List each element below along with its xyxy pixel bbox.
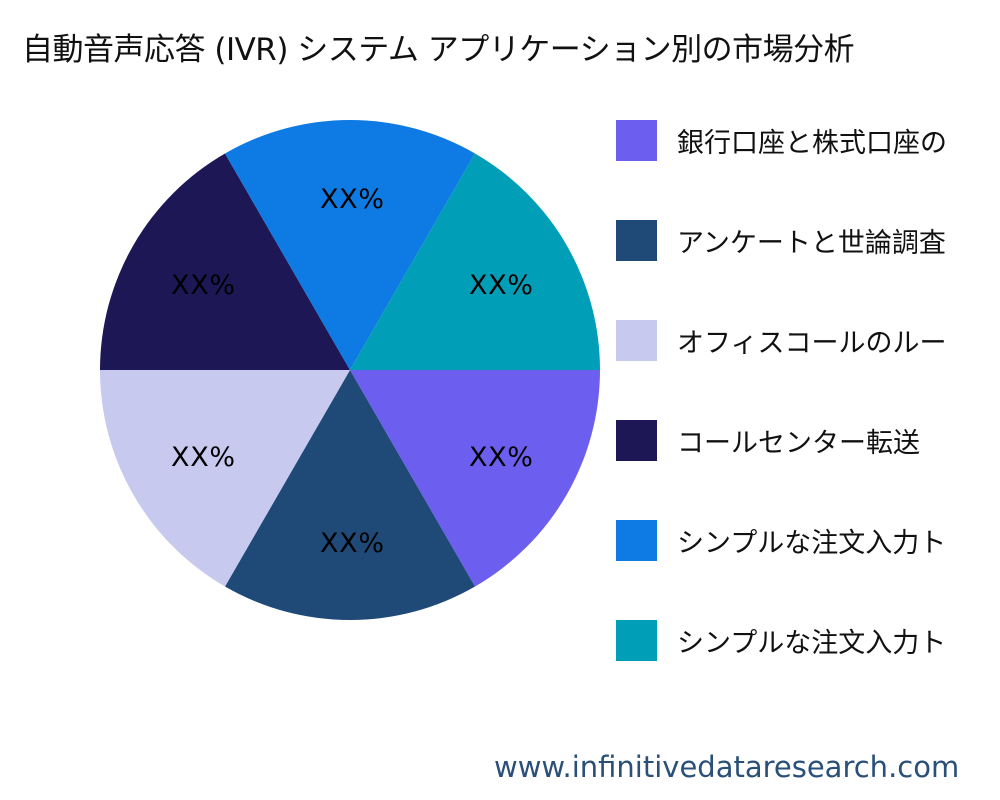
legend-item: オフィスコールのルー	[616, 319, 946, 361]
legend-label: シンプルな注文入力ト	[677, 627, 947, 659]
slice-label: XX%	[469, 442, 533, 473]
legend-label: アンケートと世論調査	[677, 227, 946, 259]
watermark: www.infinitivedataresearch.com	[494, 750, 960, 784]
legend-swatch	[616, 219, 657, 261]
slice-label: XX%	[171, 442, 235, 473]
slice-label: XX%	[320, 184, 384, 215]
legend-label: コールセンター転送	[677, 427, 920, 459]
pie-slice	[100, 370, 350, 587]
legend-swatch	[616, 419, 657, 461]
legend-swatch	[616, 619, 657, 661]
legend-item: シンプルな注文入力ト	[616, 519, 946, 561]
legend-swatch	[616, 519, 657, 561]
legend-item: コールセンター転送	[616, 419, 920, 461]
legend-label: オフィスコールのルー	[677, 327, 947, 359]
pie-slice	[350, 370, 600, 587]
pie-slice	[350, 153, 600, 370]
legend-item: 銀行口座と株式口座の	[616, 119, 947, 161]
legend-label: シンプルな注文入力ト	[677, 527, 947, 559]
legend-swatch	[616, 119, 657, 161]
legend-swatch	[616, 319, 657, 361]
chart-title: 自動音声応答 (IVR) システム アプリケーション別の市場分析	[22, 32, 855, 68]
slice-label: XX%	[320, 528, 384, 559]
slice-label: XX%	[469, 270, 533, 301]
legend-item: シンプルな注文入力ト	[616, 619, 946, 661]
slice-label: XX%	[171, 270, 235, 301]
pie-slice	[100, 153, 350, 370]
legend-label: 銀行口座と株式口座の	[677, 127, 947, 159]
pie-slice	[225, 119, 475, 370]
pie-slice	[225, 370, 475, 620]
legend-item: アンケートと世論調査	[616, 219, 946, 261]
